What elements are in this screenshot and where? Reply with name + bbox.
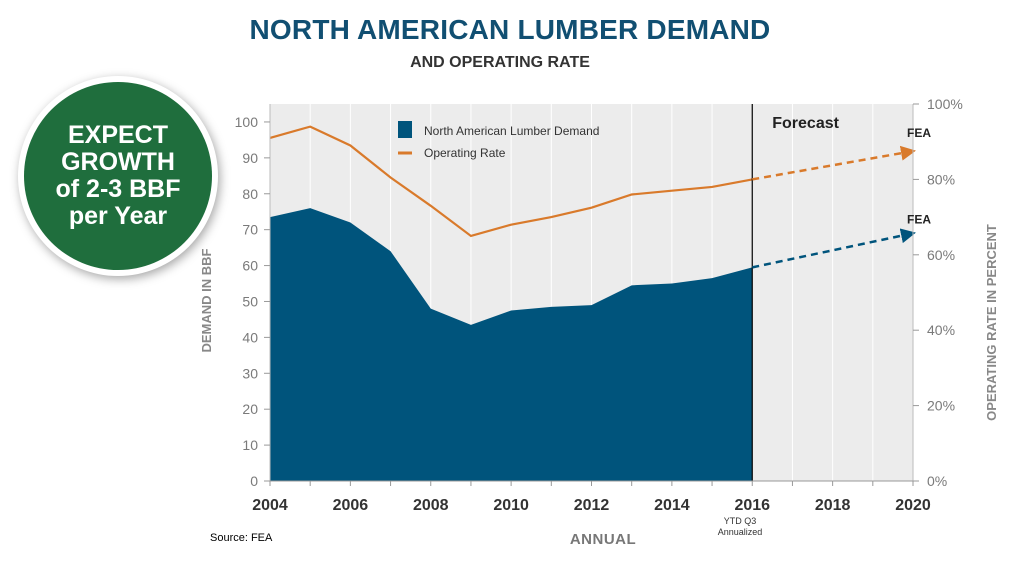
y-tick-label: 70 bbox=[242, 222, 258, 238]
legend-label-operating-rate: Operating Rate bbox=[424, 146, 506, 160]
demand-forecast-label: FEA bbox=[907, 212, 931, 226]
y-tick-label: 60 bbox=[242, 258, 258, 274]
y2-tick-label: 0% bbox=[927, 473, 947, 489]
chart-title: NORTH AMERICAN LUMBER DEMAND bbox=[249, 14, 771, 45]
ytd-note: YTD Q3 Annualized bbox=[717, 516, 763, 537]
x-tick-label: 2016 bbox=[734, 497, 770, 514]
growth-badge: EXPECT GROWTH of 2-3 BBF per Year bbox=[24, 82, 212, 270]
y-tick-label: 50 bbox=[242, 293, 258, 309]
legend-label-demand: North American Lumber Demand bbox=[424, 124, 599, 138]
demand-area bbox=[270, 208, 753, 481]
y2-axis-label: OPERATING RATE IN PERCENT bbox=[984, 224, 999, 421]
x-tick-label: 2004 bbox=[252, 497, 288, 514]
y-tick-label: 80 bbox=[242, 186, 258, 202]
x-tick-label: 2010 bbox=[493, 497, 529, 514]
x-tick-label: 2018 bbox=[815, 497, 851, 514]
y-axis-label: DEMAND IN BBF bbox=[199, 248, 214, 352]
x-tick-label: 2020 bbox=[895, 497, 931, 514]
x-tick-label: 2006 bbox=[333, 497, 369, 514]
operating-rate-forecast-arrow bbox=[752, 145, 916, 181]
y-tick-label: 0 bbox=[250, 473, 258, 489]
y2-tick-label: 100% bbox=[927, 96, 963, 112]
chart-subtitle: AND OPERATING RATE bbox=[410, 54, 590, 71]
x-tick-label: 2008 bbox=[413, 497, 449, 514]
y2-tick-label: 40% bbox=[927, 322, 955, 338]
y-tick-label: 40 bbox=[242, 329, 258, 345]
y2-tick-label: 60% bbox=[927, 247, 955, 263]
x-axis-label: ANNUAL bbox=[569, 531, 637, 548]
y-tick-label: 10 bbox=[242, 437, 258, 453]
forecast-label: Forecast bbox=[772, 115, 839, 132]
legend-swatch-demand bbox=[398, 121, 412, 138]
y-tick-label: 20 bbox=[242, 401, 258, 417]
operating-rate-forecast-label: FEA bbox=[907, 126, 931, 140]
x-tick-label: 2014 bbox=[654, 497, 690, 514]
growth-badge-text: EXPECT GROWTH of 2-3 BBF per Year bbox=[55, 121, 181, 230]
y-tick-label: 90 bbox=[242, 150, 258, 166]
x-tick-label: 2012 bbox=[574, 497, 610, 514]
y-tick-label: 100 bbox=[235, 114, 259, 130]
y-tick-label: 30 bbox=[242, 365, 258, 381]
demand-forecast-arrow bbox=[751, 228, 916, 269]
y2-tick-label: 80% bbox=[927, 171, 955, 187]
source-note: Source: FEA bbox=[210, 532, 273, 544]
y2-tick-label: 20% bbox=[927, 398, 955, 414]
